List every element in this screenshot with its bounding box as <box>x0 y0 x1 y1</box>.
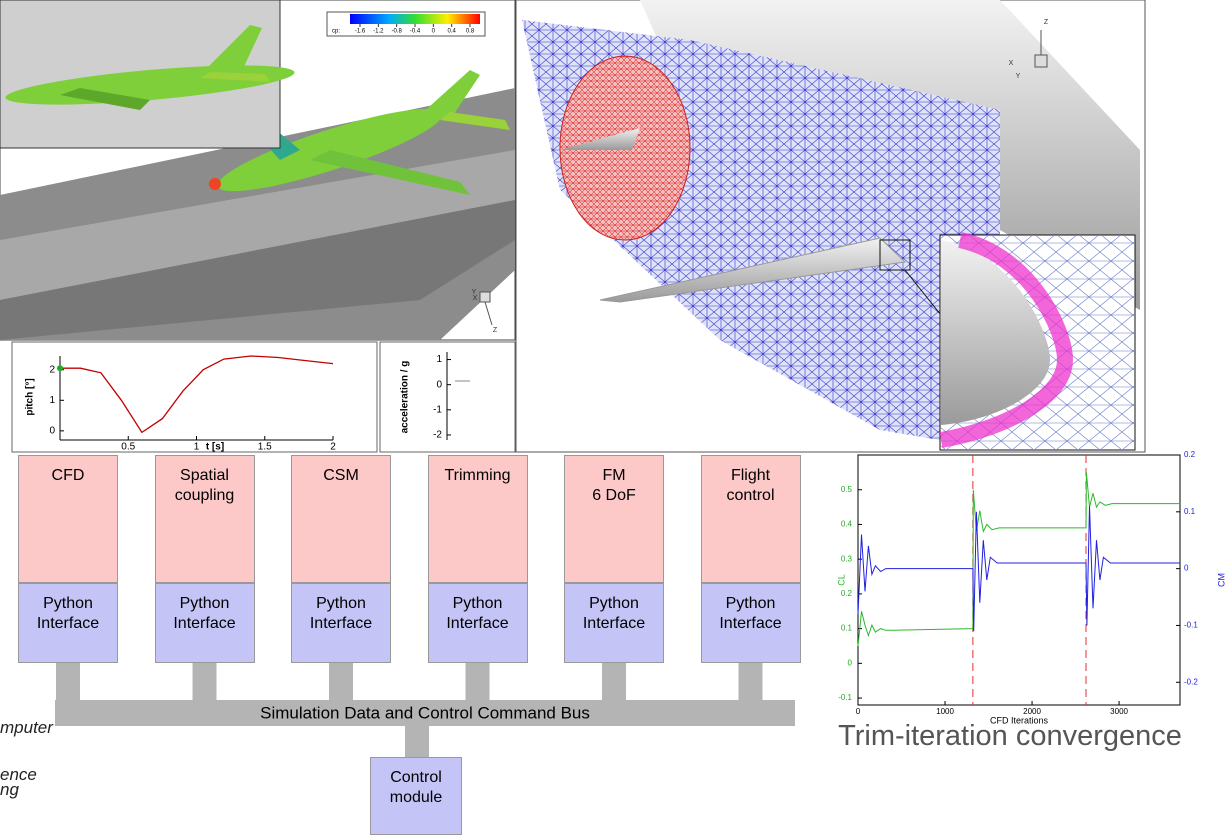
axis-letter: X <box>1009 60 1014 67</box>
figure: cp:-1.6-1.2-0.8-0.400.40.8 XYZ ZXY 0120.… <box>0 0 1231 837</box>
x-axis-label: t [s] <box>206 442 224 453</box>
x-tick-label: 1000 <box>936 707 954 716</box>
axis-letter: Z <box>1044 19 1049 26</box>
y-tick-label: -0.1 <box>838 693 852 702</box>
y2-tick-label: -0.2 <box>1184 677 1198 686</box>
x-tick-label: 0.5 <box>121 442 135 453</box>
colorbar-tick-label: -0.8 <box>391 29 402 35</box>
axis-label: CM <box>1216 573 1226 587</box>
colorbar <box>350 14 480 24</box>
colorbar-tick-label: -0.4 <box>410 29 421 35</box>
module-box: CSM <box>291 455 391 583</box>
module-box: Flight control <box>701 455 801 583</box>
y-tick-label: 0.5 <box>841 485 853 494</box>
caption: Trim-iteration convergence <box>815 720 1205 753</box>
y-tick-label: 1 <box>436 354 442 365</box>
y-tick-label: -1 <box>433 404 442 415</box>
axis-letter: Y <box>1016 73 1021 80</box>
interface-box: Python Interface <box>701 583 801 663</box>
module-box: Trimming <box>428 455 528 583</box>
bus-stub <box>329 663 353 703</box>
pitch-panel <box>12 342 377 452</box>
y-tick-label: 0 <box>848 658 853 667</box>
colorbar-tick-label: 0.4 <box>447 29 456 35</box>
interface-box: Python Interface <box>291 583 391 663</box>
bus-stub <box>602 663 626 703</box>
x-tick-label: 2 <box>330 442 336 453</box>
axis-letter: X <box>473 295 478 302</box>
y-axis-label: acceleration / g <box>400 361 411 434</box>
interface-box: Python Interface <box>18 583 118 663</box>
y2-tick-label: 0.1 <box>1184 507 1196 516</box>
control-module: Control module <box>370 757 462 835</box>
module-box: CFD <box>18 455 118 583</box>
bus-stubs <box>56 663 763 703</box>
colorbar-tick-label: -1.6 <box>355 29 366 35</box>
axis-label: CL <box>836 574 846 586</box>
y-tick-label: 0 <box>49 425 55 436</box>
y-tick-label: 2 <box>49 364 55 375</box>
plot-frame <box>858 455 1180 705</box>
bus-label: Simulation Data and Control Command Bus <box>260 703 590 722</box>
y-tick-label: 0 <box>436 379 442 390</box>
y-axis-label: pitch [°] <box>25 378 36 415</box>
y2-tick-label: -0.1 <box>1184 621 1198 630</box>
interface-box: Python Interface <box>428 583 528 663</box>
module-box: Spatial coupling <box>155 455 255 583</box>
y-tick-label: 0.2 <box>841 589 853 598</box>
y2-tick-label: 0 <box>1184 564 1189 573</box>
y2-tick-label: 0.2 <box>1184 450 1196 459</box>
interface-box: Python Interface <box>155 583 255 663</box>
x-tick-label: 1 <box>194 442 200 453</box>
cropped-text: mputer <box>0 718 53 738</box>
y-tick-label: 0.3 <box>841 554 853 563</box>
y-tick-label: 0.1 <box>841 624 853 633</box>
colorbar-tick-label: 0.8 <box>466 29 475 35</box>
y-tick-label: -2 <box>433 430 442 441</box>
interface-box: Python Interface <box>564 583 664 663</box>
bus-stub <box>193 663 217 703</box>
bus-stub <box>466 663 490 703</box>
x-tick-label: 3000 <box>1110 707 1128 716</box>
x-tick-label: 0 <box>856 707 861 716</box>
y-tick-label: 0.4 <box>841 520 853 529</box>
colorbar-label: cp: <box>332 29 340 35</box>
y-tick-label: 1 <box>49 395 55 406</box>
start-marker <box>57 365 63 371</box>
cropped-text: ng <box>0 780 19 800</box>
convergence-chart: -0.1 0 0.1 0.2 0.3 0.4 0.5 -0.2 -0.1 0 0.1 0.2 0 1000… <box>836 450 1226 725</box>
bus-stub <box>739 663 763 703</box>
module-box: FM 6 DoF <box>564 455 664 583</box>
colorbar-tick-label: -1.2 <box>373 29 384 35</box>
page: { "render_panel": {"colorbar": {"label":… <box>0 0 1231 837</box>
bus-stub <box>56 663 80 703</box>
axis-letter: Y <box>472 289 477 296</box>
x-tick-label: 1.5 <box>258 442 272 453</box>
axis-letter: Z <box>493 327 498 334</box>
